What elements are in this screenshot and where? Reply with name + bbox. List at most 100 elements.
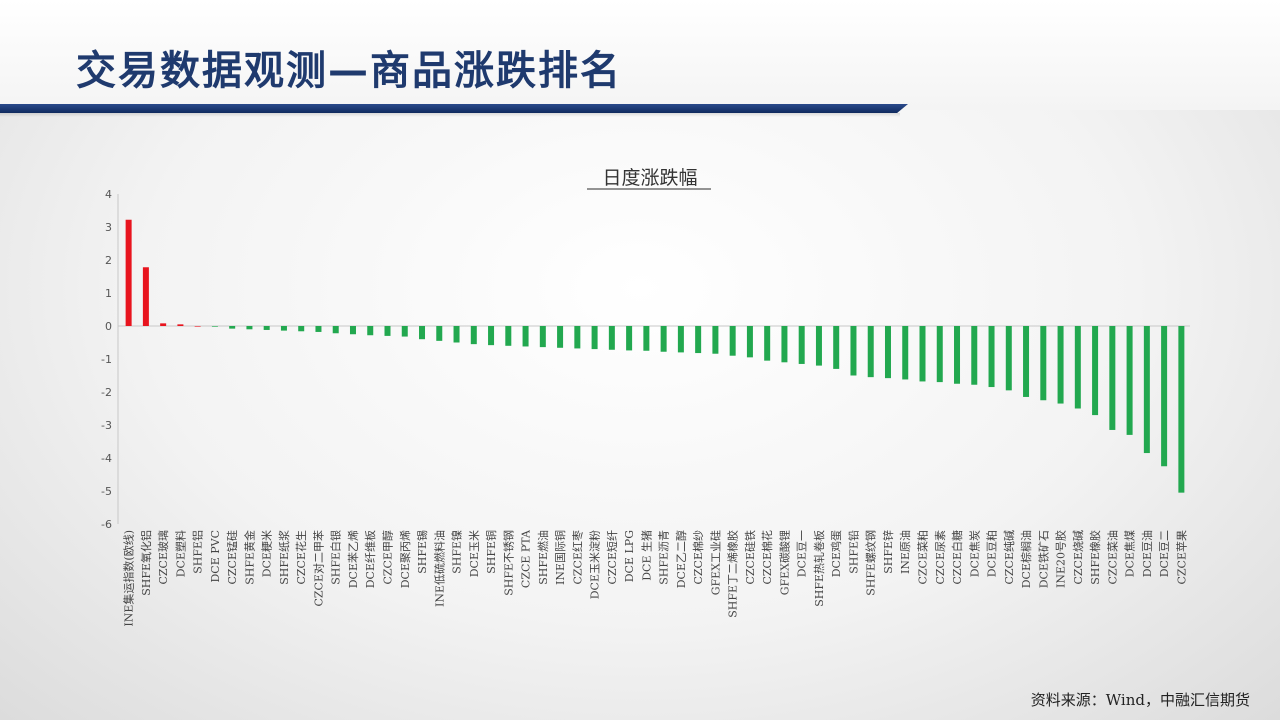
category-label: CZCE玻璃 — [156, 530, 170, 585]
bar-series — [125, 219, 1185, 493]
category-labels: INE集运指数(欧线) SHFE氧化铝 CZCE玻璃 DCE塑料 SHFE铝 DCE PV… — [122, 529, 1189, 627]
category-label: SHFE橡胶 — [1088, 530, 1102, 585]
bar — [142, 267, 149, 326]
bar — [246, 326, 253, 330]
category-label: DCE苯乙烯 — [346, 530, 360, 588]
category-label: CZCE菜油 — [1105, 530, 1119, 585]
bar — [954, 326, 961, 384]
bar — [522, 326, 529, 347]
bar — [608, 326, 615, 350]
bar — [902, 326, 909, 380]
bar — [557, 326, 564, 348]
category-label: GFEX碳酸锂 — [777, 530, 791, 595]
page-title: 交易数据观测—商品涨跌排名 — [76, 48, 622, 94]
bar — [488, 326, 495, 346]
category-label: SHFE铜 — [484, 530, 498, 574]
bar — [867, 326, 874, 378]
chart-title: 日度涨跌幅 — [602, 167, 697, 189]
bar — [315, 326, 322, 332]
bar — [125, 219, 132, 326]
bar — [971, 326, 978, 385]
bar — [280, 326, 287, 331]
category-label: CZCE棉纱 — [691, 530, 705, 585]
category-label: SHFE沥青 — [658, 530, 671, 585]
category-label: SHFE热轧卷板 — [812, 530, 826, 607]
bar — [764, 326, 771, 361]
category-label: DCE粳米 — [260, 530, 274, 577]
category-label: INE20号胶 — [1054, 530, 1068, 588]
category-label: CZCE红枣 — [571, 530, 584, 585]
bar — [211, 326, 218, 327]
category-label: DCE豆粕 — [985, 530, 999, 577]
bar — [919, 326, 926, 382]
bar — [798, 326, 805, 364]
bar — [1109, 326, 1116, 430]
category-label: DCE鸡蛋 — [829, 530, 843, 577]
bar — [229, 326, 236, 329]
bar — [660, 326, 667, 352]
category-label: CZCE棉花 — [760, 530, 774, 585]
y-tick-label: -5 — [101, 485, 112, 498]
y-tick-label: -2 — [101, 386, 112, 399]
category-label: DCE LPG — [623, 530, 636, 582]
bar — [695, 326, 702, 354]
y-tick-label: -1 — [101, 353, 112, 366]
category-label: DCE乙二醇 — [674, 530, 688, 588]
bar — [419, 326, 426, 340]
title-underline-shadow — [0, 113, 900, 117]
bar — [1126, 326, 1133, 435]
y-tick-label: -3 — [101, 419, 112, 432]
category-label: DCE PVC — [209, 530, 222, 583]
bar — [194, 326, 201, 327]
y-tick-label: -6 — [101, 518, 112, 531]
y-tick-labels: 4 3 2 1 0 -1 -2 -3 -4 -5 -6 — [101, 188, 112, 531]
category-label: CZCE苹果 — [1174, 530, 1188, 585]
category-label: CZCE花生 — [294, 530, 308, 585]
category-label: DCE玉米 — [468, 530, 481, 577]
category-label: INE原油 — [898, 530, 912, 574]
bar — [1023, 326, 1030, 397]
category-label: CZCE硅铁 — [744, 530, 757, 585]
category-label: SHFE白银 — [329, 530, 343, 585]
bar — [677, 326, 684, 353]
category-label: CZCE锰硅 — [225, 530, 239, 585]
category-label: DCE焦煤 — [1124, 530, 1137, 577]
bar — [436, 326, 443, 341]
category-label: CZCE PTA — [520, 529, 533, 588]
header-band — [0, 0, 1280, 110]
bar — [1005, 326, 1012, 391]
category-label: DCE豆油 — [1140, 530, 1154, 577]
category-label: INE集运指数(欧线) — [122, 530, 136, 627]
category-label: SHFE锌 — [881, 530, 895, 574]
category-label: DCE豆二 — [1158, 530, 1171, 577]
category-label: DCE焦炭 — [968, 530, 981, 577]
y-tick-label: 1 — [105, 287, 112, 300]
bar — [505, 326, 512, 346]
bar — [936, 326, 943, 383]
category-label: CZCE尿素 — [934, 530, 947, 585]
category-label: GFEX工业硅 — [709, 530, 722, 595]
bar — [298, 326, 305, 332]
bar — [349, 326, 356, 335]
category-label: CZCE甲醇 — [381, 530, 395, 585]
bar — [884, 326, 891, 379]
category-label: DCE豆一 — [796, 530, 809, 577]
bar — [1161, 326, 1168, 467]
bar — [712, 326, 719, 354]
category-label: CZCE短纤 — [605, 530, 619, 585]
bar — [729, 326, 736, 356]
category-label: SHFE铅 — [846, 530, 860, 574]
category-label: DCE塑料 — [173, 530, 187, 577]
category-label: SHFE铝 — [191, 530, 205, 574]
bar — [539, 326, 546, 348]
category-label: SHFE黄金 — [242, 530, 256, 585]
category-label: SHFE不锈钢 — [502, 530, 515, 596]
bar — [1178, 326, 1185, 493]
category-label: CZCE对二甲苯 — [311, 530, 325, 607]
y-tick-label: 0 — [105, 320, 112, 333]
bar — [367, 326, 374, 336]
category-label: SHFE螺纹钢 — [864, 530, 878, 596]
category-label: INE低硫燃料油 — [432, 530, 446, 607]
category-label: DCE棕榈油 — [1019, 530, 1033, 588]
category-label: SHFE镍 — [450, 530, 464, 574]
